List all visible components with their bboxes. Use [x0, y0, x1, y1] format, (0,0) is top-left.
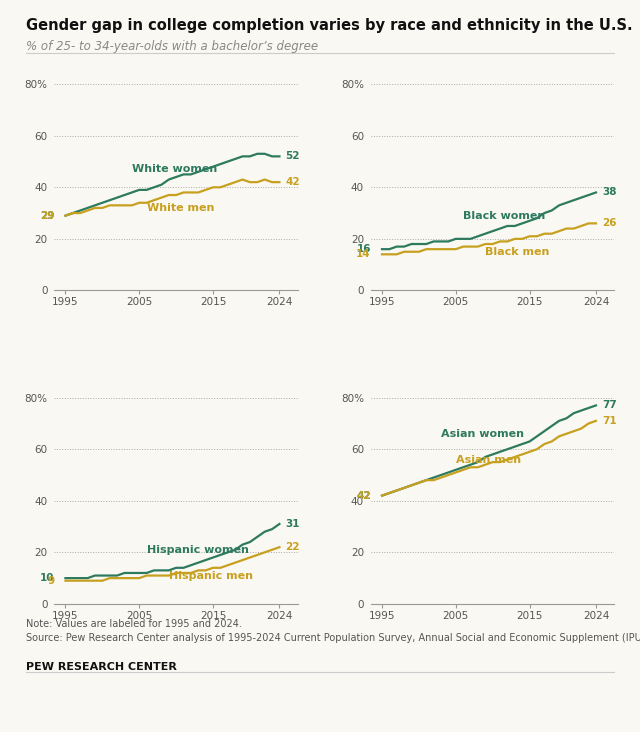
Text: Hispanic women: Hispanic women: [147, 545, 248, 555]
Text: 31: 31: [285, 519, 300, 529]
Text: Hispanic men: Hispanic men: [169, 570, 253, 580]
Text: 42: 42: [356, 490, 371, 501]
Text: Source: Pew Research Center analysis of 1995-2024 Current Population Survey, Ann: Source: Pew Research Center analysis of …: [26, 633, 640, 643]
Text: 14: 14: [356, 250, 371, 259]
Text: 52: 52: [285, 152, 300, 161]
Text: 9: 9: [47, 575, 54, 586]
Text: % of 25- to 34-year-olds with a bachelor’s degree: % of 25- to 34-year-olds with a bachelor…: [26, 40, 317, 53]
Text: 29: 29: [40, 211, 54, 220]
Text: Asian men: Asian men: [456, 455, 521, 465]
Text: Asian women: Asian women: [441, 429, 524, 438]
Text: 42: 42: [356, 490, 371, 501]
Text: Black men: Black men: [485, 247, 550, 257]
Text: Gender gap in college completion varies by race and ethnicity in the U.S.: Gender gap in college completion varies …: [26, 18, 632, 33]
Text: 26: 26: [602, 218, 616, 228]
Text: 77: 77: [602, 400, 616, 411]
Text: 42: 42: [285, 177, 300, 187]
Text: Black women: Black women: [463, 211, 545, 220]
Text: 29: 29: [40, 211, 54, 220]
Text: 71: 71: [602, 416, 616, 426]
Text: 10: 10: [40, 573, 54, 583]
Text: White men: White men: [147, 203, 214, 213]
Text: 16: 16: [356, 244, 371, 254]
Text: PEW RESEARCH CENTER: PEW RESEARCH CENTER: [26, 662, 177, 673]
Text: Note: Values are labeled for 1995 and 2024.: Note: Values are labeled for 1995 and 20…: [26, 619, 241, 629]
Text: 22: 22: [285, 542, 300, 552]
Text: 38: 38: [602, 187, 616, 198]
Text: White women: White women: [132, 164, 217, 174]
